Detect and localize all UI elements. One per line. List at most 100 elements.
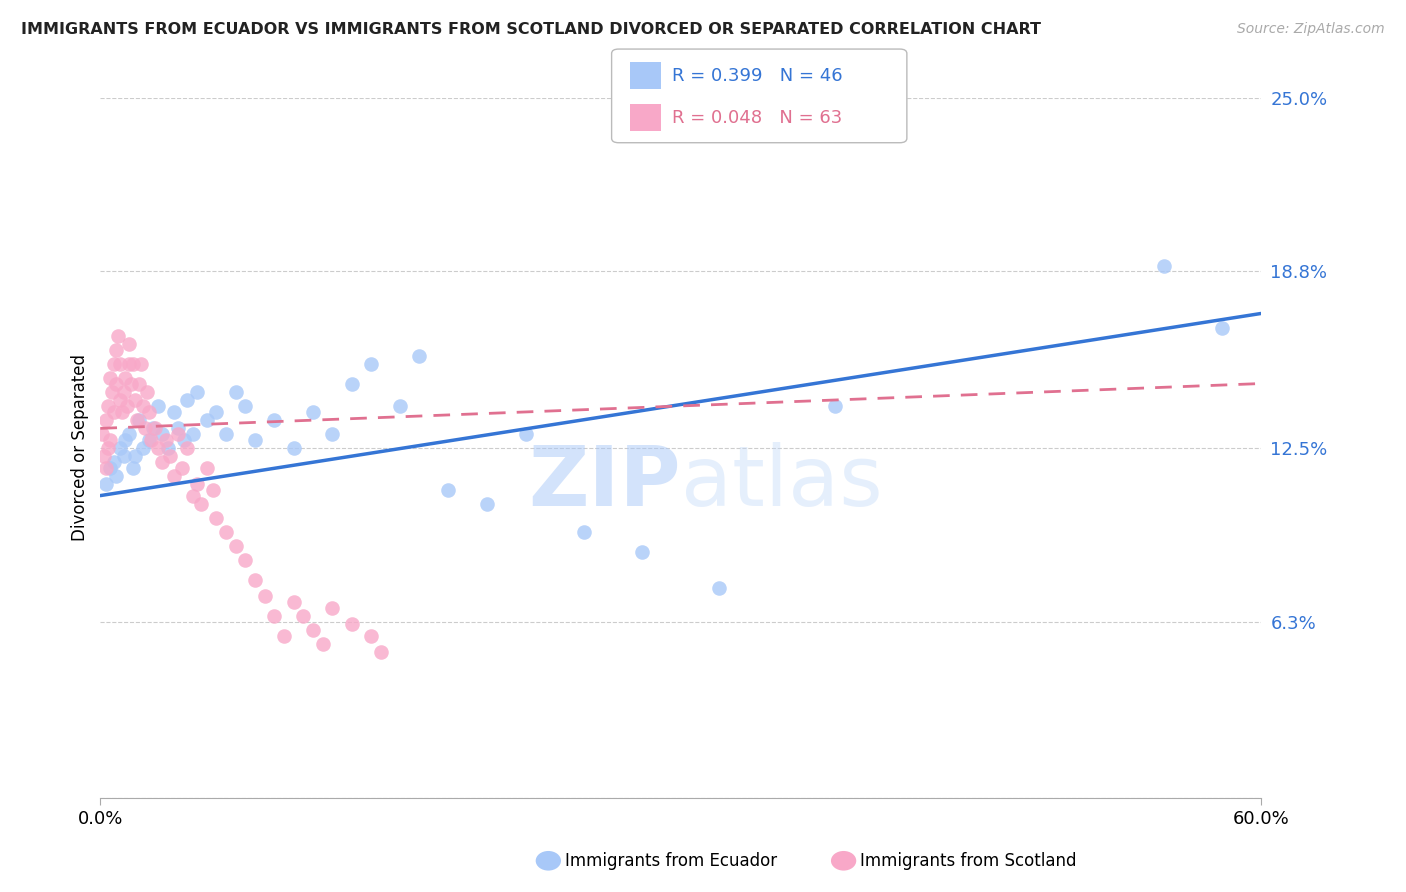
Point bbox=[283, 441, 305, 455]
Point bbox=[263, 609, 285, 624]
Point bbox=[111, 404, 134, 418]
Point bbox=[159, 450, 181, 464]
Point bbox=[132, 441, 155, 455]
Point bbox=[98, 460, 121, 475]
Point bbox=[235, 399, 257, 413]
Y-axis label: Divorced or Separated: Divorced or Separated bbox=[72, 354, 89, 541]
Point bbox=[114, 371, 136, 385]
Point bbox=[120, 376, 142, 391]
Point bbox=[312, 637, 335, 651]
Point bbox=[205, 511, 228, 525]
Point bbox=[98, 371, 121, 385]
Point bbox=[195, 413, 218, 427]
Text: IMMIGRANTS FROM ECUADOR VS IMMIGRANTS FROM SCOTLAND DIVORCED OR SEPARATED CORREL: IMMIGRANTS FROM ECUADOR VS IMMIGRANTS FR… bbox=[21, 22, 1040, 37]
Point bbox=[824, 399, 846, 413]
Point bbox=[321, 427, 343, 442]
Point bbox=[114, 433, 136, 447]
Point bbox=[572, 524, 595, 539]
Point bbox=[143, 421, 166, 435]
Point bbox=[263, 413, 285, 427]
Point bbox=[215, 524, 238, 539]
Point bbox=[148, 399, 170, 413]
Point bbox=[205, 404, 228, 418]
Point bbox=[283, 595, 305, 609]
Point bbox=[93, 450, 115, 464]
Point bbox=[360, 357, 382, 371]
Point bbox=[132, 399, 155, 413]
Point bbox=[389, 399, 412, 413]
Point bbox=[292, 609, 315, 624]
Point bbox=[127, 413, 149, 427]
Point bbox=[118, 427, 141, 442]
Point bbox=[98, 433, 121, 447]
Point bbox=[138, 433, 160, 447]
Point bbox=[148, 441, 170, 455]
Point bbox=[128, 376, 150, 391]
Point bbox=[124, 393, 146, 408]
Point bbox=[96, 460, 118, 475]
Point bbox=[181, 489, 204, 503]
Point bbox=[103, 357, 125, 371]
Point bbox=[108, 357, 131, 371]
Point bbox=[631, 544, 654, 558]
Point bbox=[107, 329, 129, 343]
Point bbox=[302, 404, 325, 418]
Point bbox=[139, 433, 162, 447]
Point bbox=[128, 413, 150, 427]
Text: ZIP: ZIP bbox=[529, 442, 681, 524]
Point bbox=[215, 427, 238, 442]
Point bbox=[181, 427, 204, 442]
Point bbox=[112, 450, 135, 464]
Point bbox=[97, 441, 120, 455]
Point bbox=[112, 384, 135, 399]
Text: Immigrants from Scotland: Immigrants from Scotland bbox=[860, 852, 1077, 870]
Point bbox=[122, 357, 145, 371]
Point bbox=[117, 399, 139, 413]
Point bbox=[225, 384, 247, 399]
Point bbox=[475, 497, 498, 511]
Point bbox=[118, 357, 141, 371]
Text: Source: ZipAtlas.com: Source: ZipAtlas.com bbox=[1237, 22, 1385, 37]
Point bbox=[108, 393, 131, 408]
Point bbox=[118, 337, 141, 351]
Point bbox=[138, 404, 160, 418]
Point bbox=[97, 399, 120, 413]
Point bbox=[186, 384, 208, 399]
Point bbox=[176, 441, 198, 455]
Point bbox=[101, 384, 124, 399]
Point bbox=[129, 357, 152, 371]
Text: R = 0.048   N = 63: R = 0.048 N = 63 bbox=[672, 109, 842, 127]
Point bbox=[243, 573, 266, 587]
Point bbox=[124, 450, 146, 464]
Point bbox=[225, 539, 247, 553]
Point bbox=[155, 433, 177, 447]
Point bbox=[273, 629, 295, 643]
Point bbox=[108, 441, 131, 455]
Point bbox=[1153, 259, 1175, 273]
Point bbox=[157, 441, 180, 455]
Point bbox=[134, 421, 156, 435]
Point bbox=[96, 477, 118, 491]
Text: R = 0.399   N = 46: R = 0.399 N = 46 bbox=[672, 67, 842, 85]
Point bbox=[122, 460, 145, 475]
Point bbox=[135, 384, 157, 399]
Point bbox=[186, 477, 208, 491]
Point bbox=[370, 645, 392, 659]
Text: atlas: atlas bbox=[681, 442, 883, 524]
Point bbox=[163, 469, 186, 483]
Point bbox=[91, 427, 114, 442]
Point bbox=[515, 427, 537, 442]
Point bbox=[321, 600, 343, 615]
Point bbox=[243, 433, 266, 447]
Point bbox=[173, 433, 195, 447]
Point bbox=[408, 349, 430, 363]
Point bbox=[150, 427, 173, 442]
Point bbox=[103, 404, 125, 418]
Point bbox=[340, 376, 363, 391]
Point bbox=[360, 629, 382, 643]
Point bbox=[190, 497, 212, 511]
Point bbox=[150, 455, 173, 469]
Point bbox=[235, 553, 257, 567]
Point bbox=[166, 427, 188, 442]
Point bbox=[340, 617, 363, 632]
